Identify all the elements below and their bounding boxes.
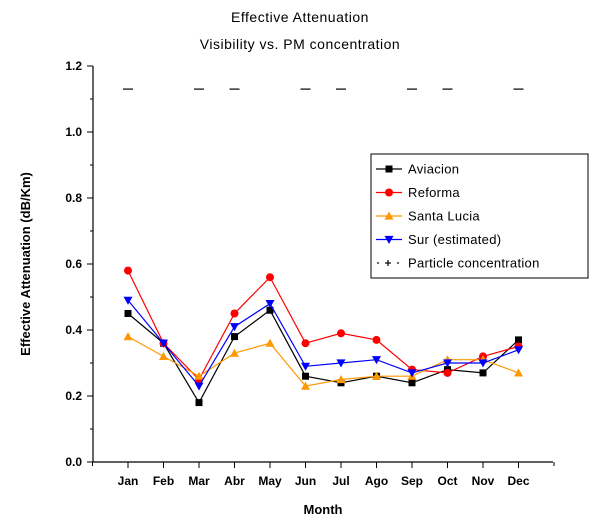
x-tick-label: Sep bbox=[401, 474, 423, 488]
data-point bbox=[124, 310, 132, 317]
x-tick-label: Dec bbox=[507, 474, 529, 488]
data-point bbox=[123, 332, 133, 341]
x-tick-label: Nov bbox=[472, 474, 495, 488]
legend-swatch bbox=[385, 188, 393, 197]
y-tick-label: 0.6 bbox=[65, 257, 82, 271]
y-tick-label: 1.0 bbox=[65, 125, 82, 139]
x-tick-label: Ago bbox=[365, 474, 388, 488]
data-point bbox=[195, 399, 203, 407]
series-aviacion bbox=[124, 306, 522, 407]
data-point bbox=[230, 348, 239, 357]
legend-item: Sur (estimated) bbox=[376, 232, 501, 247]
legend-label: Particle concentration bbox=[408, 256, 540, 271]
legend-item: Aviacion bbox=[376, 162, 459, 177]
data-point bbox=[443, 368, 452, 377]
series-line bbox=[127, 309, 519, 404]
data-point bbox=[478, 359, 488, 368]
y-axis-ticks: 0.0 0.2 0.4 0.6 0.8 1.0 1.2 bbox=[65, 59, 93, 469]
data-point bbox=[301, 339, 310, 348]
data-point bbox=[407, 369, 417, 378]
data-point bbox=[194, 371, 204, 380]
series-santa-lucia bbox=[123, 332, 523, 390]
data-point bbox=[194, 382, 204, 391]
x-tick-label: Jan bbox=[118, 474, 139, 488]
data-point bbox=[230, 323, 239, 332]
series-reforma bbox=[124, 266, 523, 384]
legend-swatch bbox=[384, 211, 394, 220]
legend-item: Santa Lucia bbox=[376, 209, 480, 224]
legend-label: Reforma bbox=[408, 185, 460, 200]
legend-swatch bbox=[377, 262, 379, 264]
legend-label: Aviacion bbox=[408, 162, 459, 177]
data-point bbox=[231, 333, 238, 341]
y-tick-label: 1.2 bbox=[65, 59, 82, 73]
legend-box bbox=[370, 153, 589, 279]
x-tick-label: Jul bbox=[332, 474, 349, 488]
series-sur-estimated bbox=[123, 296, 523, 391]
data-point bbox=[302, 372, 309, 380]
legend-item: Particle concentration bbox=[377, 256, 540, 271]
data-point bbox=[124, 266, 132, 275]
x-tick-label: Abr bbox=[224, 474, 245, 488]
data-point bbox=[266, 273, 274, 282]
legend-swatch bbox=[384, 235, 394, 244]
series-line bbox=[127, 299, 519, 388]
series-layer bbox=[123, 88, 524, 407]
x-tick-label: Feb bbox=[153, 474, 174, 488]
data-point bbox=[266, 306, 274, 314]
data-point bbox=[514, 346, 523, 355]
x-axis-ticks: Jan Feb Mar Abr May Jun Jul Ago Sep Oct Nov Dec bbox=[92, 462, 555, 488]
y-tick-label: 0.2 bbox=[65, 389, 82, 403]
x-axis-label: Month bbox=[304, 502, 343, 517]
x-tick-label: Jun bbox=[295, 474, 316, 488]
y-tick-label: 0.4 bbox=[65, 323, 82, 337]
data-point bbox=[230, 309, 239, 318]
legend-swatch bbox=[397, 262, 399, 264]
data-point bbox=[336, 375, 346, 384]
legend-items: Aviacion Reforma Santa Lucia Sur (estimated… bbox=[376, 162, 540, 271]
data-point bbox=[337, 329, 345, 338]
legend-item: Reforma bbox=[376, 185, 460, 200]
data-point bbox=[372, 335, 381, 344]
data-point bbox=[514, 368, 523, 377]
x-tick-label: Oct bbox=[437, 474, 457, 488]
data-point bbox=[159, 339, 168, 348]
y-axis-label: Effective Attenuation (dB/Km) bbox=[18, 172, 33, 356]
x-tick-label: Mar bbox=[188, 474, 210, 488]
legend: Aviacion Reforma Santa Lucia Sur (estimated… bbox=[370, 153, 589, 279]
chart-subtitle: Visibility vs. PM concentration bbox=[200, 36, 400, 52]
data-point bbox=[301, 381, 310, 390]
series-line bbox=[127, 336, 519, 387]
data-point bbox=[265, 300, 275, 309]
data-point bbox=[123, 296, 133, 305]
legend-label: Sur (estimated) bbox=[408, 232, 501, 247]
data-point bbox=[265, 338, 275, 347]
data-point bbox=[372, 356, 381, 365]
data-point bbox=[479, 369, 487, 377]
x-tick-label: May bbox=[258, 474, 282, 488]
data-point bbox=[515, 336, 522, 344]
data-point bbox=[443, 359, 452, 368]
y-tick-label: 0.8 bbox=[65, 191, 82, 205]
legend-label: Santa Lucia bbox=[408, 209, 480, 224]
legend-swatch bbox=[385, 165, 393, 173]
data-point bbox=[301, 362, 310, 371]
data-point bbox=[372, 371, 381, 380]
data-point bbox=[336, 359, 346, 368]
data-point bbox=[159, 351, 168, 360]
y-tick-label: 0.0 bbox=[65, 455, 82, 469]
data-point bbox=[408, 379, 416, 387]
chart-title: Effective Attenuation bbox=[231, 9, 369, 25]
